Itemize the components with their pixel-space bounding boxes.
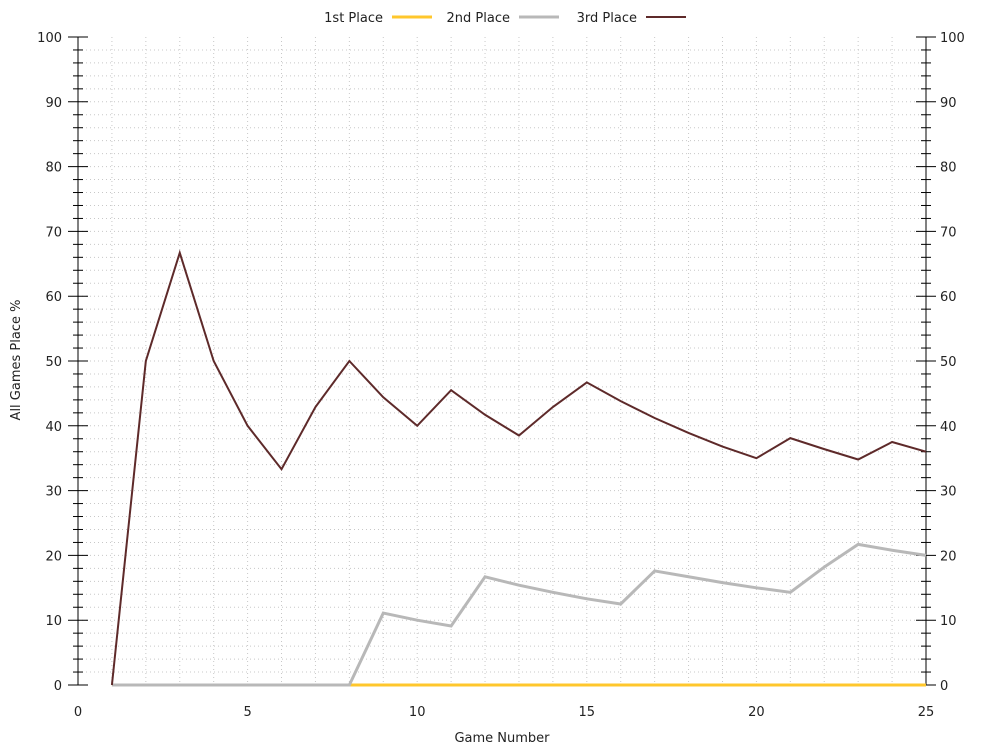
y-tick-label-left: 80 xyxy=(45,161,62,176)
y-tick-label-right: 10 xyxy=(940,614,957,629)
y-tick-label-right: 20 xyxy=(940,549,957,564)
y-tick-label-right: 50 xyxy=(940,355,957,370)
x-tick-label: 5 xyxy=(243,705,251,720)
x-tick-label: 15 xyxy=(579,705,596,720)
y-tick-label-left: 0 xyxy=(54,679,62,694)
y-tick-label-left: 70 xyxy=(45,225,62,240)
x-tick-label: 10 xyxy=(409,705,426,720)
y-tick-label-left: 100 xyxy=(37,31,62,46)
y-tick-label-left: 20 xyxy=(45,549,62,564)
y-tick-label-right: 90 xyxy=(940,96,957,111)
y-tick-label-right: 40 xyxy=(940,420,957,435)
y-tick-label-right: 30 xyxy=(940,485,957,500)
x-axis-title: Game Number xyxy=(454,731,550,746)
y-tick-label-right: 70 xyxy=(940,225,957,240)
y-tick-label-left: 60 xyxy=(45,290,62,305)
y-tick-label-right: 100 xyxy=(940,31,965,46)
x-tick-label: 25 xyxy=(918,705,935,720)
series-lines xyxy=(110,249,927,687)
y-tick-label-right: 0 xyxy=(940,679,948,694)
legend-label: 2nd Place xyxy=(447,11,510,26)
y-tick-label-right: 60 xyxy=(940,290,957,305)
y-tick-label-left: 30 xyxy=(45,485,62,500)
y-tick-label-left: 50 xyxy=(45,355,62,370)
x-tick-label: 20 xyxy=(748,705,765,720)
y-tick-label-left: 10 xyxy=(45,614,62,629)
y-tick-label-left: 40 xyxy=(45,420,62,435)
y-tick-label-left: 90 xyxy=(45,96,62,111)
x-tick-label: 0 xyxy=(74,705,82,720)
series-line-2nd-place xyxy=(111,542,927,687)
series-line-3rd-place xyxy=(110,249,927,686)
legend-label: 1st Place xyxy=(324,11,383,26)
legend: 1st Place 2nd Place 3rd Place xyxy=(324,11,686,26)
y-tick-label-right: 80 xyxy=(940,161,957,176)
y-axis-title: All Games Place % xyxy=(9,300,24,421)
legend-label: 3rd Place xyxy=(577,11,637,26)
